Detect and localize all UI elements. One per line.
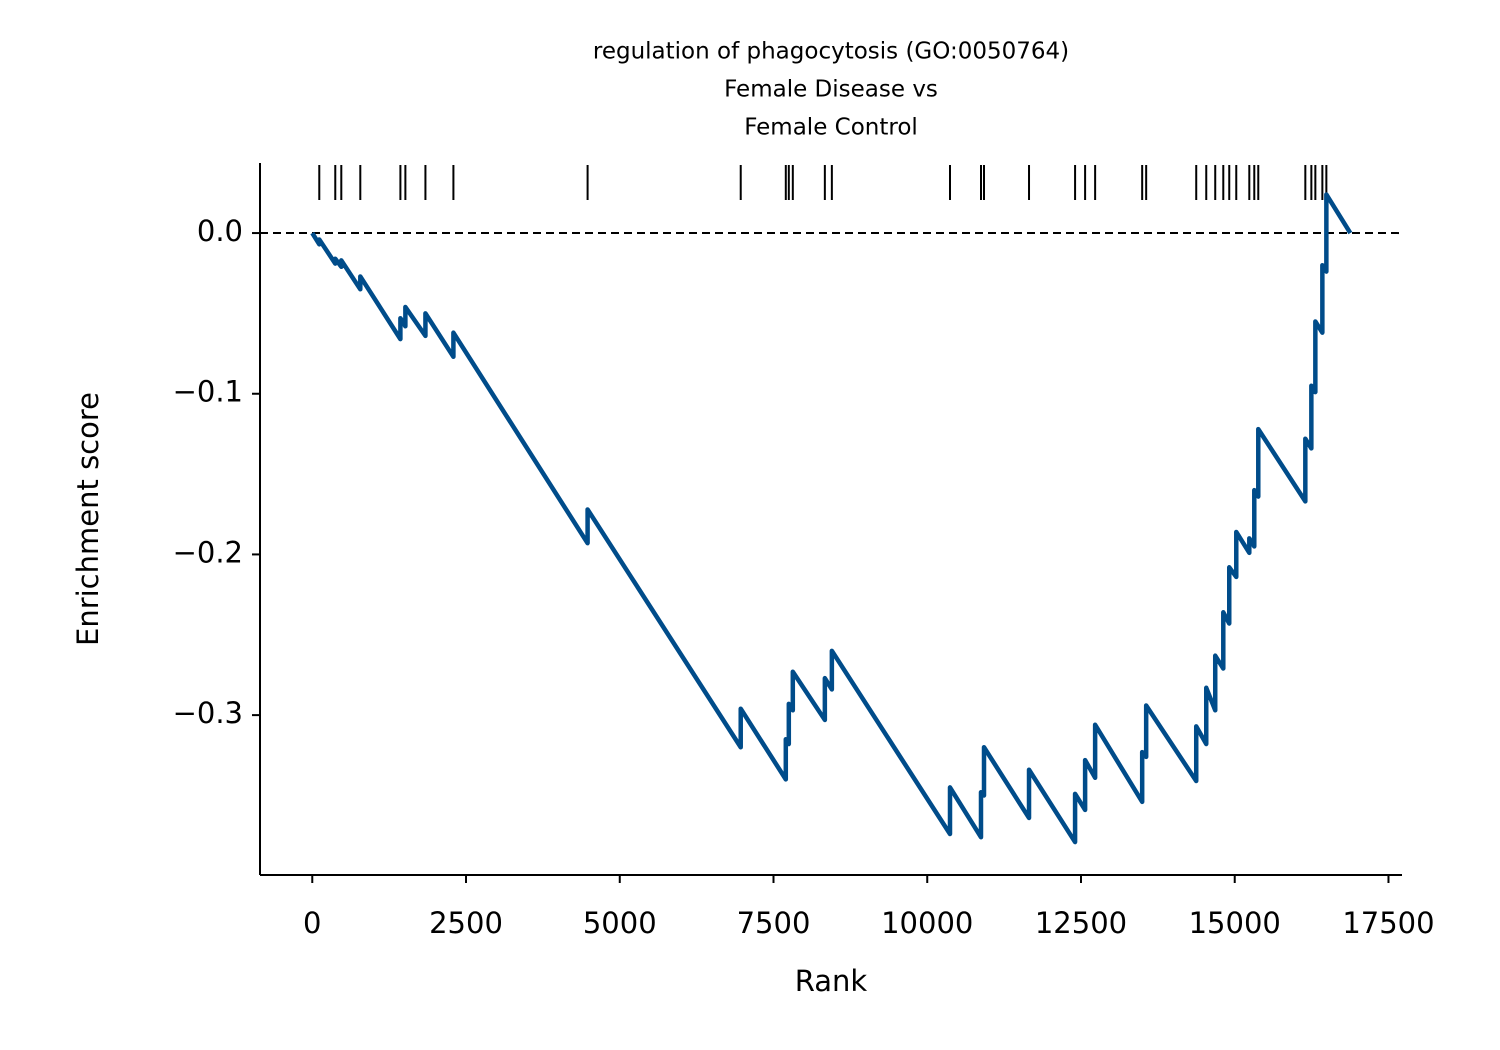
chart-title: Female Control bbox=[744, 115, 918, 141]
x-tick-label: 2500 bbox=[429, 906, 503, 940]
x-tick-label: 0 bbox=[303, 906, 321, 940]
x-tick-label: 12500 bbox=[1035, 906, 1127, 940]
chart-title: regulation of phagocytosis (GO:0050764) bbox=[593, 39, 1069, 65]
y-tick-label: −0.1 bbox=[173, 375, 243, 409]
y-axis-label: Enrichment score bbox=[71, 392, 105, 646]
y-tick-label: −0.2 bbox=[173, 535, 243, 569]
x-tick-label: 7500 bbox=[737, 906, 811, 940]
x-tick-label: 17500 bbox=[1342, 906, 1434, 940]
x-axis-label: Rank bbox=[795, 964, 868, 998]
x-tick-label: 15000 bbox=[1189, 906, 1281, 940]
enrichment-line bbox=[310, 192, 1353, 845]
y-tick-label: 0.0 bbox=[197, 214, 243, 248]
y-tick-label: −0.3 bbox=[173, 696, 243, 730]
x-tick-label: 10000 bbox=[881, 906, 973, 940]
chart-title: Female Disease vs bbox=[724, 77, 938, 103]
x-tick-label: 5000 bbox=[583, 906, 657, 940]
